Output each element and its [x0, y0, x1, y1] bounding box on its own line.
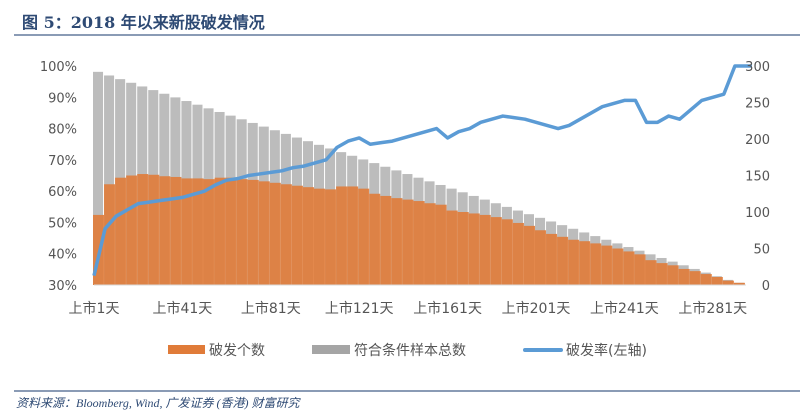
figure-title: 图 5：2018 年以来新股破发情况 [22, 13, 265, 32]
bar-broken [568, 239, 580, 285]
bar-broken [579, 241, 591, 285]
bar-broken [490, 217, 502, 285]
bar-total [93, 71, 104, 285]
bar-broken [291, 185, 303, 285]
x-tick-label: 上市241天 [590, 300, 659, 317]
bar-broken [557, 236, 569, 285]
bar-broken [435, 204, 447, 285]
left-tick-label: 100% [40, 60, 77, 75]
bar-broken [512, 222, 524, 285]
bar-broken [369, 193, 381, 285]
bar-broken [181, 178, 193, 285]
right-tick-label: 200 [745, 133, 770, 148]
legend-swatch-total [312, 345, 350, 354]
legend-swatch-broken [168, 345, 205, 354]
title-divider [14, 34, 800, 36]
bar-broken [314, 188, 326, 285]
bar-broken [612, 248, 624, 285]
bar-broken [656, 263, 668, 285]
bar-broken [104, 184, 116, 285]
bar-broken [302, 187, 314, 285]
bar-broken [258, 181, 270, 285]
bar-broken [546, 233, 558, 285]
bar-broken [711, 276, 723, 285]
left-tick-label: 90% [48, 91, 77, 106]
legend-label-total: 符合条件样本总数 [354, 342, 466, 359]
bar-broken [358, 188, 370, 285]
x-tick-label: 上市281天 [678, 300, 747, 317]
bar-broken [479, 214, 491, 285]
x-tick-label: 上市81天 [241, 300, 301, 317]
bar-broken [347, 186, 359, 285]
legend-label-rate: 破发率(左轴) [566, 342, 647, 359]
bar-broken [689, 271, 701, 285]
x-tick-label: 上市201天 [502, 300, 571, 317]
bar-broken [678, 268, 690, 285]
bar-broken [424, 203, 436, 285]
left-tick-label: 80% [48, 123, 77, 138]
bar-broken [126, 175, 138, 285]
bar-broken [535, 230, 547, 285]
bar-broken [601, 245, 613, 285]
bar-broken [402, 199, 414, 285]
bar-broken [137, 174, 149, 285]
right-tick-label: 100 [745, 206, 770, 221]
left-tick-label: 50% [48, 216, 77, 231]
bar-broken [269, 182, 281, 285]
legend-label-broken: 破发个数 [209, 343, 265, 359]
bar-broken [280, 184, 292, 285]
bar-broken [325, 189, 337, 285]
bar-broken [115, 177, 127, 285]
bar-broken [247, 179, 259, 285]
x-tick-label: 上市161天 [413, 300, 482, 317]
bar-broken [236, 179, 248, 285]
bar-broken [623, 251, 635, 285]
bar-broken [523, 225, 535, 285]
bar-broken [457, 212, 469, 285]
bar-broken [380, 195, 392, 285]
bar-broken [446, 210, 458, 285]
bar-broken [391, 198, 403, 285]
source-note: 资料来源：Bloomberg, Wind, 广发证券 (香港) 财富研究 [16, 396, 300, 410]
bar-broken [634, 254, 646, 285]
bar-broken [203, 179, 215, 285]
bar-broken [501, 219, 513, 285]
bar-broken [667, 265, 679, 285]
right-tick-label: 0 [762, 279, 770, 294]
bar-broken [148, 174, 160, 285]
footer-divider [14, 390, 800, 392]
x-tick-label: 上市41天 [152, 300, 212, 317]
bar-broken [722, 280, 734, 285]
bar-broken [214, 177, 226, 285]
right-tick-label: 150 [745, 170, 770, 185]
left-tick-label: 60% [48, 185, 77, 200]
left-tick-label: 30% [48, 279, 77, 294]
right-tick-label: 300 [745, 60, 770, 75]
right-tick-label: 50 [753, 243, 770, 258]
line-break-rate [92, 64, 752, 277]
left-tick-label: 70% [48, 154, 77, 169]
x-tick-label: 上市1天 [69, 300, 120, 317]
bar-broken [645, 260, 657, 285]
bar-broken [225, 177, 237, 285]
bar-broken [336, 186, 348, 285]
right-tick-label: 250 [745, 97, 770, 112]
bar-broken [733, 282, 745, 285]
bar-broken [700, 274, 712, 285]
bar-broken [468, 213, 480, 285]
bar-broken [159, 176, 171, 285]
left-tick-label: 40% [48, 248, 77, 263]
bar-total [104, 75, 115, 286]
bar-broken [413, 201, 425, 285]
bar-broken [192, 178, 204, 285]
bar-broken [170, 176, 182, 285]
bar-broken [590, 243, 602, 285]
x-tick-label: 上市121天 [325, 300, 394, 317]
